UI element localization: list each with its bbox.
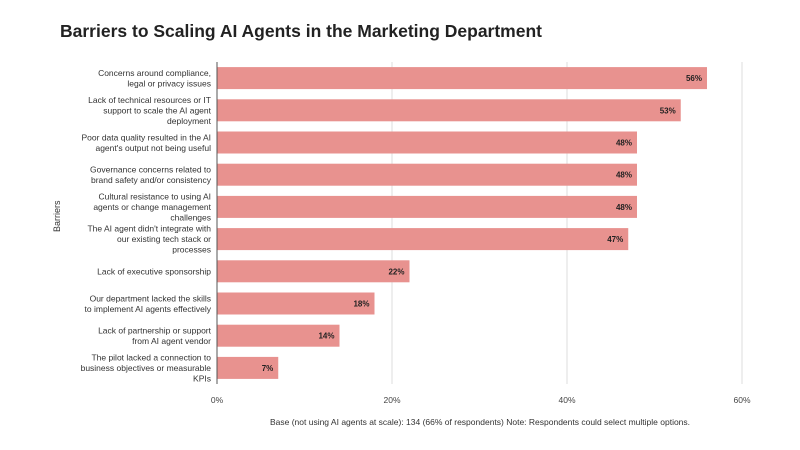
category-label: Lack of partnership or support from AI ag… xyxy=(98,325,212,346)
bar xyxy=(217,67,707,90)
bar xyxy=(217,228,629,251)
x-tick-label: 0% xyxy=(211,395,224,405)
bar xyxy=(217,260,410,283)
data-label: 22% xyxy=(388,267,404,276)
x-tick-label: 40% xyxy=(558,395,575,405)
category-label: Governance concerns related to brand safe… xyxy=(90,164,212,185)
category-label: Poor data quality resulted in the AI agen… xyxy=(82,132,212,153)
category-label: Concerns around compliance, legal or priv… xyxy=(98,68,211,89)
bar xyxy=(217,131,637,154)
category-label: Our department lacked the skills to imple… xyxy=(85,293,212,314)
data-label: 56% xyxy=(686,74,702,83)
bar xyxy=(217,163,637,186)
bar xyxy=(217,99,681,122)
data-label: 48% xyxy=(616,203,632,212)
x-tick-label: 20% xyxy=(383,395,400,405)
data-label: 7% xyxy=(262,364,274,373)
chart-title: Barriers to Scaling AI Agents in the Mar… xyxy=(60,21,542,41)
category-label: The pilot lacked a connection to business… xyxy=(81,352,212,383)
bar xyxy=(217,195,637,218)
bar xyxy=(217,292,375,315)
footnote: Base (not using AI agents at scale): 134… xyxy=(269,417,691,427)
data-label: 47% xyxy=(607,235,623,244)
bar xyxy=(217,324,340,347)
data-label: 14% xyxy=(318,332,334,341)
x-tick-label: 60% xyxy=(733,395,750,405)
data-label: 53% xyxy=(660,106,676,115)
category-label: Lack of technical resources or IT support… xyxy=(88,95,211,126)
data-label: 18% xyxy=(353,300,369,309)
data-label: 48% xyxy=(616,171,632,180)
category-label: Lack of executive sponsorship xyxy=(97,266,211,276)
bar xyxy=(217,356,279,379)
category-label: Cultural resistance to using AI agents or… xyxy=(93,191,211,222)
category-label: The AI agent didn't integrate with our ex… xyxy=(87,224,211,255)
data-label: 48% xyxy=(616,139,632,148)
